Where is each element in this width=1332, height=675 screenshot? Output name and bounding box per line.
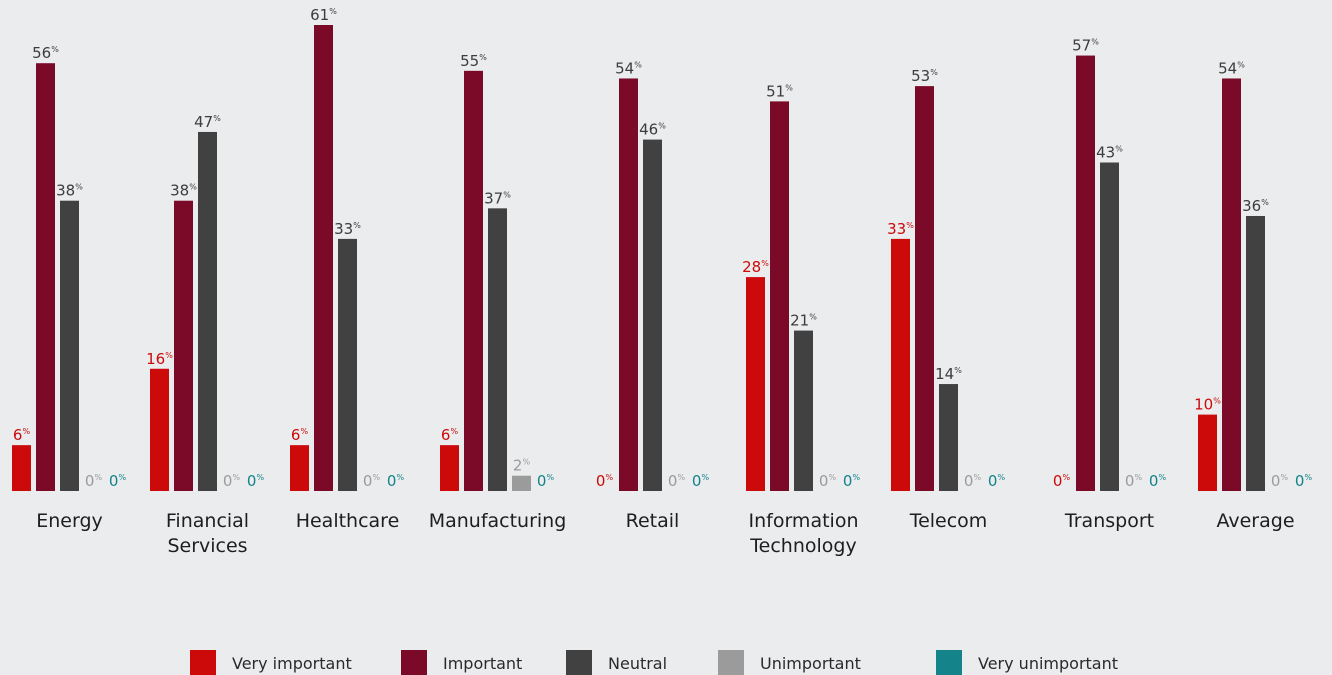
- bar-retail-neutral: [643, 139, 662, 492]
- bar-information-technology-important: [770, 101, 789, 492]
- bar-financial-services-important: [174, 200, 193, 491]
- value-label-healthcare-unimportant: 0%: [363, 472, 381, 490]
- value-label-energy-important: 56%: [32, 44, 59, 62]
- value-label-transport-unimportant: 0%: [1125, 472, 1143, 490]
- bar-manufacturing-important: [464, 70, 483, 492]
- value-label-transport-important: 57%: [1072, 37, 1099, 55]
- category-label-information-technology: Information Technology: [749, 510, 859, 557]
- category-label-retail: Retail: [626, 510, 680, 532]
- value-label-energy-very-unimportant: 0%: [109, 472, 127, 490]
- value-label-financial-services-neutral: 47%: [194, 113, 221, 131]
- legend-item-unimportant: Unimportant: [718, 650, 861, 675]
- value-label-manufacturing-very-important: 6%: [441, 426, 459, 444]
- value-label-manufacturing-neutral: 37%: [484, 189, 511, 207]
- value-label-retail-important: 54%: [615, 59, 642, 77]
- legend-label-important: Important: [443, 654, 522, 673]
- legend-swatch-unimportant: [718, 650, 744, 675]
- value-label-average-very-important: 10%: [1194, 396, 1221, 414]
- value-label-retail-very-unimportant: 0%: [692, 472, 710, 490]
- bar-information-technology-neutral: [794, 330, 813, 491]
- value-label-average-neutral: 36%: [1242, 197, 1269, 215]
- bar-average-very-important: [1198, 414, 1217, 491]
- legend-label-very-unimportant: Very unimportant: [978, 654, 1118, 673]
- bar-energy-very-important: [12, 445, 31, 491]
- bar-manufacturing-neutral: [488, 208, 507, 491]
- value-label-financial-services-important: 38%: [170, 182, 197, 200]
- bar-telecom-neutral: [939, 384, 958, 491]
- value-label-average-unimportant: 0%: [1271, 472, 1289, 490]
- value-label-information-technology-important: 51%: [766, 82, 793, 100]
- value-label-telecom-very-important: 33%: [887, 220, 914, 238]
- bar-healthcare-important: [314, 25, 333, 491]
- value-label-retail-neutral: 46%: [639, 121, 666, 139]
- value-label-transport-very-important: 0%: [1053, 472, 1071, 490]
- value-label-transport-very-unimportant: 0%: [1149, 472, 1167, 490]
- value-label-energy-very-important: 6%: [13, 426, 31, 444]
- bar-retail-important: [619, 78, 638, 492]
- value-label-healthcare-very-important: 6%: [291, 426, 309, 444]
- value-label-average-important: 54%: [1218, 59, 1245, 77]
- value-label-financial-services-unimportant: 0%: [223, 472, 241, 490]
- value-label-retail-unimportant: 0%: [668, 472, 686, 490]
- value-label-energy-unimportant: 0%: [85, 472, 103, 490]
- category-label-average: Average: [1216, 510, 1294, 532]
- category-label-healthcare: Healthcare: [296, 510, 400, 532]
- value-label-energy-neutral: 38%: [56, 182, 83, 200]
- value-label-manufacturing-important: 55%: [460, 52, 487, 70]
- bar-telecom-very-important: [891, 238, 910, 491]
- legend-swatch-neutral: [566, 650, 592, 675]
- category-label-telecom: Telecom: [909, 510, 988, 532]
- value-label-telecom-very-unimportant: 0%: [988, 472, 1006, 490]
- category-labels: Energy Financial Services Healthcare Manufac…: [36, 510, 1294, 557]
- value-label-information-technology-unimportant: 0%: [819, 472, 837, 490]
- legend-label-very-important: Very important: [232, 654, 352, 673]
- legend-item-very-unimportant: Very unimportant: [936, 650, 1118, 675]
- value-label-healthcare-very-unimportant: 0%: [387, 472, 405, 490]
- legend-swatch-important: [401, 650, 427, 675]
- bar-information-technology-very-important: [746, 277, 765, 491]
- category-label-financial-services: Financial Services: [166, 510, 249, 557]
- bars: [12, 25, 1265, 492]
- bar-energy-neutral: [60, 200, 79, 491]
- legend-item-neutral: Neutral: [566, 650, 667, 675]
- value-label-telecom-unimportant: 0%: [964, 472, 982, 490]
- value-label-average-very-unimportant: 0%: [1295, 472, 1313, 490]
- bar-transport-neutral: [1100, 162, 1119, 492]
- bar-financial-services-very-important: [150, 368, 169, 491]
- value-label-telecom-neutral: 14%: [935, 365, 962, 383]
- bar-financial-services-neutral: [198, 131, 217, 492]
- value-label-retail-very-important: 0%: [596, 472, 614, 490]
- value-label-information-technology-very-important: 28%: [742, 258, 769, 276]
- bar-energy-important: [36, 63, 55, 492]
- bar-transport-important: [1076, 55, 1095, 492]
- bar-manufacturing-unimportant: [512, 475, 531, 491]
- legend-item-important: Important: [401, 650, 522, 675]
- category-label-transport: Transport: [1064, 510, 1154, 532]
- value-label-financial-services-very-unimportant: 0%: [247, 472, 265, 490]
- value-label-information-technology-very-unimportant: 0%: [843, 472, 861, 490]
- legend-label-unimportant: Unimportant: [760, 654, 861, 673]
- bar-average-important: [1222, 78, 1241, 492]
- bar-average-neutral: [1246, 215, 1265, 491]
- value-label-healthcare-neutral: 33%: [334, 220, 361, 238]
- value-label-information-technology-neutral: 21%: [790, 312, 817, 330]
- value-label-healthcare-important: 61%: [310, 6, 337, 24]
- bar-healthcare-very-important: [290, 445, 309, 491]
- legend-item-very-important: Very important: [190, 650, 352, 675]
- value-label-transport-neutral: 43%: [1096, 144, 1123, 162]
- value-label-manufacturing-very-unimportant: 0%: [537, 472, 555, 490]
- bar-telecom-important: [915, 86, 934, 492]
- legend-swatch-very-important: [190, 650, 216, 675]
- bar-healthcare-neutral: [338, 238, 357, 491]
- value-label-financial-services-very-important: 16%: [146, 350, 173, 368]
- bar-manufacturing-very-important: [440, 445, 459, 491]
- category-label-energy: Energy: [36, 510, 103, 532]
- category-label-manufacturing: Manufacturing: [429, 510, 567, 532]
- value-label-telecom-important: 53%: [911, 67, 938, 85]
- legend-swatch-very-unimportant: [936, 650, 962, 675]
- legend: Very important Important Neutral Unimportan…: [190, 650, 1118, 675]
- value-label-manufacturing-unimportant: 2%: [513, 457, 531, 475]
- legend-label-neutral: Neutral: [608, 654, 667, 673]
